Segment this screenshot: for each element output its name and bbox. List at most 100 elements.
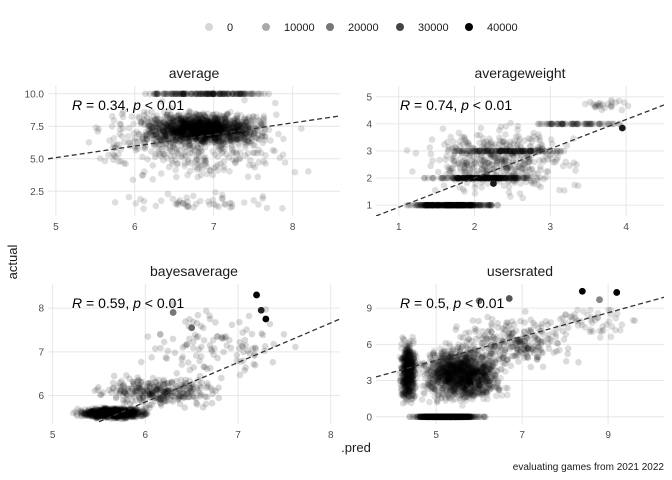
data-point <box>154 118 161 125</box>
data-point <box>173 377 180 385</box>
y-tick-label: 7.5 <box>30 122 44 133</box>
data-point <box>496 174 503 182</box>
data-point <box>497 157 505 165</box>
data-point <box>208 127 216 134</box>
data-point <box>467 201 475 209</box>
data-point <box>164 347 172 355</box>
data-point <box>102 407 109 415</box>
data-point <box>525 157 533 164</box>
data-point <box>458 201 465 209</box>
data-point <box>156 126 164 134</box>
data-point <box>178 117 186 125</box>
x-tick-label: 7 <box>235 430 241 441</box>
data-point <box>161 122 168 129</box>
data-point <box>157 132 165 139</box>
data-point <box>100 412 108 419</box>
data-point <box>215 137 223 145</box>
data-point <box>201 123 208 130</box>
data-point <box>556 147 564 155</box>
data-point <box>94 411 101 419</box>
data-point <box>492 174 500 182</box>
data-point <box>462 201 469 209</box>
data-point <box>470 147 477 155</box>
data-point <box>193 123 200 131</box>
data-point <box>233 125 240 132</box>
data-point <box>547 120 555 128</box>
data-point <box>203 118 211 125</box>
data-point <box>482 174 490 182</box>
data-point <box>180 122 187 130</box>
data-point <box>491 154 499 161</box>
data-point <box>485 174 493 182</box>
data-point <box>241 116 249 123</box>
data-point <box>189 128 196 136</box>
data-point <box>182 134 189 142</box>
data-point <box>166 130 173 137</box>
data-point <box>520 159 527 167</box>
data-point <box>476 201 484 209</box>
data-point <box>129 408 136 416</box>
data-point <box>198 90 205 98</box>
data-point <box>134 145 142 153</box>
data-point <box>430 201 438 209</box>
data-point <box>439 201 446 209</box>
data-point <box>263 204 271 212</box>
data-point <box>99 411 107 419</box>
data-point <box>514 147 522 155</box>
data-point <box>107 407 114 414</box>
data-point <box>203 118 210 126</box>
data-point <box>173 129 180 137</box>
data-point <box>430 201 438 209</box>
data-point <box>204 125 211 132</box>
data-point <box>184 120 192 127</box>
data-point <box>446 201 454 209</box>
data-point <box>175 112 182 119</box>
data-point <box>168 129 175 137</box>
data-point <box>500 174 507 182</box>
data-point <box>495 153 503 160</box>
data-point <box>236 120 243 128</box>
data-point <box>152 127 159 135</box>
data-point <box>234 122 242 130</box>
highlight-point <box>262 315 270 323</box>
data-point <box>428 201 436 209</box>
data-point <box>173 370 180 377</box>
data-point <box>248 90 255 98</box>
data-point <box>438 201 445 209</box>
data-point <box>210 120 218 128</box>
data-point <box>108 408 115 415</box>
data-point <box>173 117 180 124</box>
data-point <box>119 113 127 121</box>
data-point <box>146 127 154 134</box>
data-point <box>214 120 222 127</box>
data-point <box>484 174 492 182</box>
data-point <box>433 201 440 209</box>
data-point <box>202 126 210 133</box>
data-point <box>196 111 204 119</box>
data-point <box>106 409 113 416</box>
data-point <box>610 120 618 128</box>
data-point <box>132 147 140 154</box>
data-point <box>197 171 205 179</box>
data-point <box>431 201 438 209</box>
data-point <box>126 411 134 419</box>
data-point <box>462 171 469 179</box>
data-point <box>183 203 191 210</box>
data-point <box>164 190 172 198</box>
data-point <box>141 168 148 175</box>
data-point <box>111 405 119 413</box>
data-point <box>188 123 196 130</box>
data-point <box>461 133 468 141</box>
data-point <box>461 165 468 172</box>
data-point <box>575 120 583 128</box>
data-point <box>214 121 221 129</box>
data-point <box>435 201 442 209</box>
data-point <box>174 129 182 136</box>
data-point <box>110 408 117 415</box>
data-point <box>188 119 196 127</box>
data-point <box>201 132 209 139</box>
data-point <box>463 201 470 209</box>
data-point <box>506 174 513 182</box>
data-point <box>503 147 510 155</box>
data-point <box>94 412 101 419</box>
